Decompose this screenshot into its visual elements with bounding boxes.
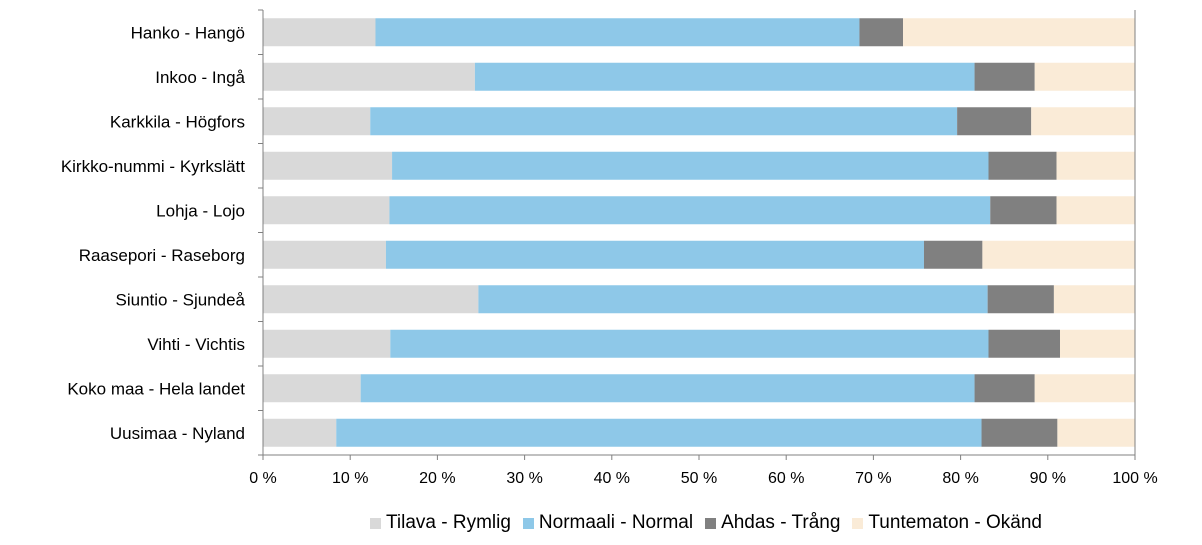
bar-segment [1053, 285, 1135, 314]
bar-segment [263, 285, 479, 314]
x-tick-label: 20 % [419, 470, 455, 487]
bar-segment [1056, 196, 1135, 225]
x-tick-label: 60 % [768, 470, 804, 487]
bar-segment [370, 107, 958, 136]
category-label: Hanko - Hangö [131, 23, 245, 42]
bar-segment [974, 62, 1035, 91]
bar-segment [859, 18, 904, 47]
category-label: Koko maa - Hela landet [67, 379, 245, 398]
x-tick-label: 40 % [594, 470, 630, 487]
bar-segment [982, 240, 1135, 269]
legend-label: Tuntematon - Okänd [868, 512, 1042, 533]
x-tick-label: 80 % [942, 470, 978, 487]
category-label: Kirkko-nummi - Kyrkslätt [61, 157, 245, 176]
bar-segment [1060, 329, 1135, 358]
bar-segment [263, 418, 337, 447]
stacked-bar-chart: Hanko - Hangö Inkoo - Ingå Karkkila - Högf… [61, 9, 1158, 487]
category-label: Siuntio - Sjundeå [116, 290, 246, 309]
bar-segment [1057, 418, 1135, 447]
legend-swatch [852, 517, 864, 529]
category-label: Raasepori - Raseborg [79, 246, 245, 265]
bar-segment [263, 240, 386, 269]
bar-segment [990, 196, 1057, 225]
bar-segment [263, 151, 393, 180]
bar-segment [389, 196, 991, 225]
bar-segment [988, 151, 1057, 180]
legend-item: Tuntematon - Okänd [852, 512, 1042, 534]
bar-segment [263, 196, 390, 225]
category-label: Uusimaa - Nyland [110, 424, 245, 443]
bar-segment [478, 285, 988, 314]
legend-label: Tilava - Rymlig [386, 512, 511, 533]
category-label: Karkkila - Högfors [110, 112, 245, 131]
bar-segment [263, 329, 391, 358]
bar-segment [263, 62, 475, 91]
bar-segment [957, 107, 1032, 136]
category-label: Inkoo - Ingå [155, 68, 245, 87]
x-tick-label: 100 % [1112, 470, 1157, 487]
bar-segment [974, 374, 1035, 403]
bar-segment [263, 374, 361, 403]
bar-segment [360, 374, 975, 403]
bar-segment [988, 329, 1061, 358]
category-label: Vihti - Vichtis [147, 335, 245, 354]
chart-legend: Tilava - Rymlig Normaali - Normal Ahdas - … [370, 512, 1054, 534]
legend-swatch [522, 517, 534, 529]
category-label: Lohja - Lojo [156, 201, 245, 220]
legend-item: Ahdas - Trång [705, 512, 840, 534]
bar-segment [1034, 62, 1135, 91]
legend-swatch [705, 517, 717, 529]
bar-segment [923, 240, 983, 269]
bar-segment [474, 62, 975, 91]
x-tick-label: 50 % [681, 470, 717, 487]
bar-segment [1056, 151, 1135, 180]
x-tick-label: 0 % [249, 470, 277, 487]
legend-item: Tilava - Rymlig [370, 512, 511, 534]
x-tick-label: 10 % [332, 470, 368, 487]
bar-segment [392, 151, 989, 180]
bar-segment [903, 18, 1135, 47]
x-tick-label: 30 % [506, 470, 542, 487]
bar-segment [385, 240, 924, 269]
bar-segment [1031, 107, 1135, 136]
bar-segment [981, 418, 1058, 447]
bar-segment [336, 418, 982, 447]
legend-item: Normaali - Normal [522, 512, 694, 534]
x-tick-label: 70 % [855, 470, 891, 487]
bar-segment [390, 329, 989, 358]
legend-label: Normaali - Normal [538, 512, 694, 533]
legend-swatch [370, 517, 381, 529]
bar-segment [263, 18, 376, 47]
x-tick-label: 90 % [1030, 470, 1066, 487]
bar-segment [987, 285, 1054, 314]
legend-label: Ahdas - Trång [721, 512, 841, 533]
bar-segment [375, 18, 860, 47]
bar-segment [1034, 374, 1135, 403]
bar-segment [263, 107, 371, 136]
